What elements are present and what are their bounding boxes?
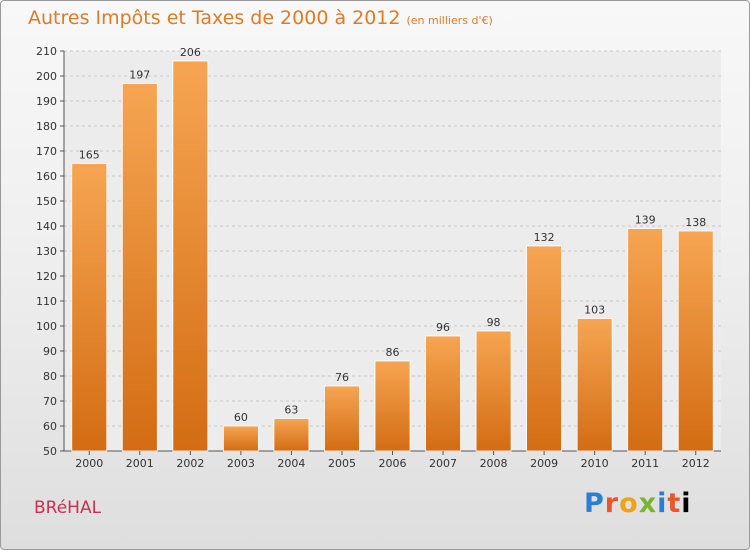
bar-2003: [222, 425, 259, 452]
bar-2000: [71, 163, 108, 452]
y-tick-label: 170: [36, 145, 57, 158]
x-tick-label-2012: 2012: [682, 457, 710, 470]
bar-2002: [172, 60, 209, 452]
x-tick-label-2004: 2004: [277, 457, 305, 470]
y-tick-label: 200: [36, 70, 57, 83]
bar-2009: [526, 245, 563, 452]
value-label-2005: 76: [335, 371, 349, 384]
x-tick-label-2010: 2010: [581, 457, 609, 470]
bar-2010: [576, 318, 613, 452]
x-tick-label-2011: 2011: [631, 457, 659, 470]
y-tick-label: 60: [43, 420, 57, 433]
value-label-2007: 96: [436, 321, 450, 334]
value-label-2002: 206: [180, 46, 201, 59]
bar-2007: [425, 335, 461, 452]
value-label-2004: 63: [284, 404, 298, 417]
x-tick-label-2000: 2000: [75, 457, 103, 470]
y-tick-label: 90: [43, 345, 57, 358]
y-tick-label: 130: [36, 245, 57, 258]
bar-2012: [677, 230, 714, 452]
bar-2001: [121, 83, 158, 452]
y-tick-label: 120: [36, 270, 57, 283]
chart-title: Autres Impôts et Taxes de 2000 à 2012 (en…: [28, 7, 493, 29]
x-tick-label-2006: 2006: [379, 457, 407, 470]
value-label-2006: 86: [386, 346, 400, 359]
y-tick-label: 160: [36, 170, 57, 183]
x-tick-label-2003: 2003: [227, 457, 255, 470]
x-tick-label-2008: 2008: [480, 457, 508, 470]
value-label-2008: 98: [487, 316, 501, 329]
bar-2011: [627, 228, 664, 452]
y-tick-label: 180: [36, 120, 57, 133]
value-label-2000: 165: [79, 149, 100, 162]
proxiti-logo: Proxiti: [584, 488, 692, 519]
commune-name: BRéHAL: [34, 498, 102, 518]
y-tick-label: 80: [43, 370, 57, 383]
bar-2006: [374, 360, 411, 452]
x-tick-label-2001: 2001: [126, 457, 154, 470]
y-tick-label: 100: [36, 320, 57, 333]
chart-title-text: Autres Impôts et Taxes de 2000 à 2012: [28, 7, 401, 29]
y-tick-label: 210: [36, 45, 57, 58]
x-tick-label-2007: 2007: [429, 457, 457, 470]
value-label-2010: 103: [584, 304, 605, 317]
chart-subtitle: (en milliers d'€): [406, 14, 493, 27]
x-tick-label-2009: 2009: [530, 457, 558, 470]
y-tick-label: 140: [36, 220, 57, 233]
y-tick-label: 70: [43, 395, 57, 408]
bar-2004: [273, 418, 310, 452]
y-tick-label: 150: [36, 195, 57, 208]
x-tick-label-2005: 2005: [328, 457, 356, 470]
bar-2005: [324, 385, 360, 452]
value-label-2011: 139: [635, 214, 656, 227]
x-tick-label-2002: 2002: [176, 457, 204, 470]
bar-2008: [475, 330, 512, 452]
y-tick-label: 110: [36, 295, 57, 308]
y-tick-label: 190: [36, 95, 57, 108]
value-label-2003: 60: [234, 411, 248, 424]
value-label-2001: 197: [129, 69, 150, 82]
y-tick-label: 50: [43, 445, 57, 458]
value-label-2009: 132: [534, 231, 555, 244]
value-label-2012: 138: [685, 216, 706, 229]
